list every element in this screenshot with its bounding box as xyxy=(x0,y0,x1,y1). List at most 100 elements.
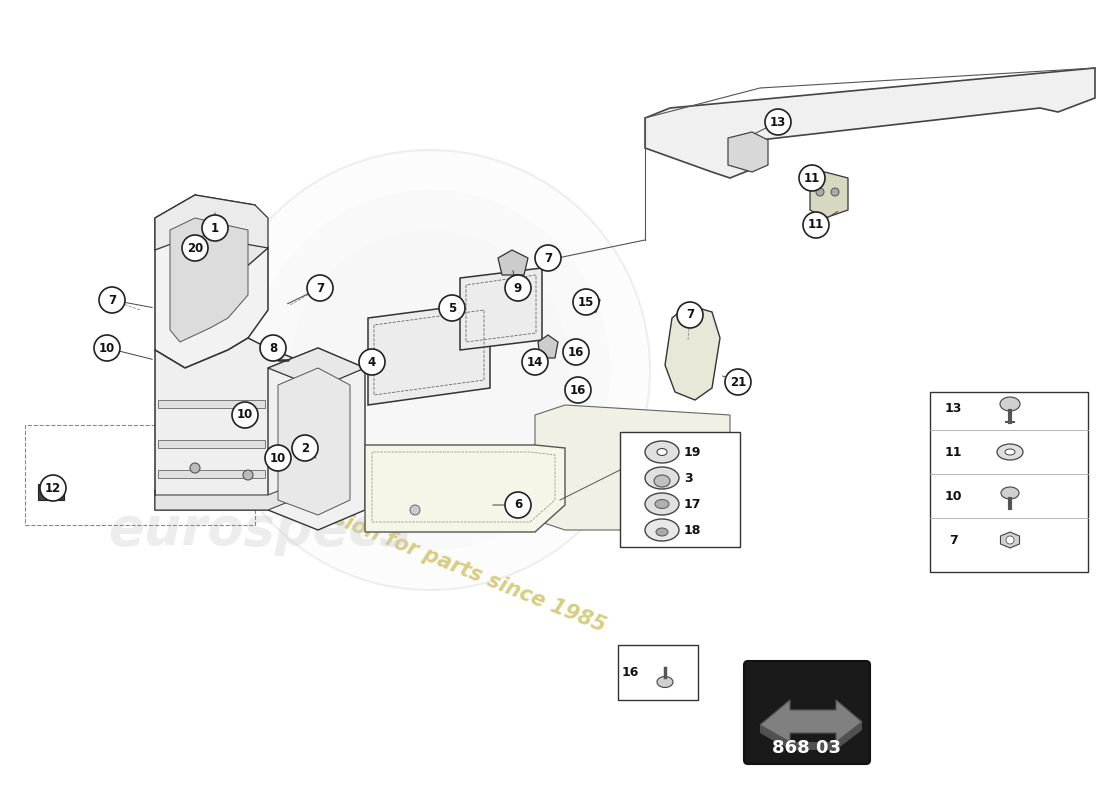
Circle shape xyxy=(250,190,611,550)
Circle shape xyxy=(307,275,333,301)
Text: 1: 1 xyxy=(211,222,219,234)
Circle shape xyxy=(190,463,200,473)
Circle shape xyxy=(522,349,548,375)
Text: 5: 5 xyxy=(448,302,456,314)
Polygon shape xyxy=(155,195,268,368)
Ellipse shape xyxy=(1005,449,1015,455)
Text: eurospecs: eurospecs xyxy=(109,504,411,556)
Text: 19: 19 xyxy=(684,446,702,458)
Text: 868 03: 868 03 xyxy=(772,739,842,757)
Polygon shape xyxy=(810,172,848,218)
Ellipse shape xyxy=(997,444,1023,460)
Circle shape xyxy=(676,302,703,328)
Circle shape xyxy=(799,165,825,191)
Text: 7: 7 xyxy=(686,309,694,322)
Ellipse shape xyxy=(645,519,679,541)
Text: 16: 16 xyxy=(621,666,639,678)
Text: 21: 21 xyxy=(730,375,746,389)
Text: 17: 17 xyxy=(684,498,702,510)
Circle shape xyxy=(764,109,791,135)
Text: 7: 7 xyxy=(948,534,957,546)
Polygon shape xyxy=(158,400,265,408)
Text: a passion for parts since 1985: a passion for parts since 1985 xyxy=(272,484,608,636)
Text: 8: 8 xyxy=(268,342,277,354)
Circle shape xyxy=(210,150,650,590)
Circle shape xyxy=(359,349,385,375)
Circle shape xyxy=(505,492,531,518)
Text: 2: 2 xyxy=(301,442,309,454)
Ellipse shape xyxy=(657,449,667,455)
Ellipse shape xyxy=(1000,397,1020,411)
Ellipse shape xyxy=(1001,487,1019,499)
Text: 14: 14 xyxy=(527,355,543,369)
Text: 10: 10 xyxy=(99,342,116,354)
Text: 4: 4 xyxy=(367,355,376,369)
Text: 11: 11 xyxy=(944,446,961,458)
Text: 13: 13 xyxy=(770,115,786,129)
Bar xyxy=(25,425,255,525)
Text: 13: 13 xyxy=(944,402,961,414)
Ellipse shape xyxy=(654,499,669,509)
Circle shape xyxy=(99,287,125,313)
Circle shape xyxy=(439,295,465,321)
Ellipse shape xyxy=(654,475,670,487)
Polygon shape xyxy=(365,445,565,532)
Ellipse shape xyxy=(645,493,679,515)
Polygon shape xyxy=(155,475,318,510)
Circle shape xyxy=(1006,536,1014,544)
Text: 11: 11 xyxy=(807,218,824,231)
Polygon shape xyxy=(155,338,318,510)
Bar xyxy=(620,432,740,547)
Polygon shape xyxy=(538,335,558,358)
Polygon shape xyxy=(645,68,1094,178)
Polygon shape xyxy=(268,348,365,388)
Circle shape xyxy=(535,245,561,271)
Polygon shape xyxy=(268,348,365,530)
Circle shape xyxy=(816,188,824,196)
Polygon shape xyxy=(278,368,350,515)
Polygon shape xyxy=(155,195,268,250)
Text: 18: 18 xyxy=(684,523,702,537)
Polygon shape xyxy=(666,305,720,400)
Circle shape xyxy=(573,289,600,315)
Bar xyxy=(930,392,1088,572)
Ellipse shape xyxy=(657,677,673,687)
Ellipse shape xyxy=(645,467,679,489)
Circle shape xyxy=(265,445,292,471)
FancyBboxPatch shape xyxy=(744,661,870,764)
Circle shape xyxy=(725,369,751,395)
Circle shape xyxy=(410,505,420,515)
Circle shape xyxy=(94,335,120,361)
Text: 6: 6 xyxy=(514,498,522,511)
Circle shape xyxy=(202,215,228,241)
Polygon shape xyxy=(760,722,862,750)
Text: 7: 7 xyxy=(543,251,552,265)
Circle shape xyxy=(803,212,829,238)
Polygon shape xyxy=(1001,532,1020,548)
Polygon shape xyxy=(535,405,730,530)
Polygon shape xyxy=(188,195,268,275)
Circle shape xyxy=(830,188,839,196)
Text: 3: 3 xyxy=(684,471,693,485)
Bar xyxy=(618,645,698,700)
Circle shape xyxy=(565,377,591,403)
Bar xyxy=(39,484,64,500)
Text: 10: 10 xyxy=(944,490,961,502)
Text: 7: 7 xyxy=(316,282,324,294)
Polygon shape xyxy=(368,302,490,405)
Circle shape xyxy=(182,235,208,261)
Circle shape xyxy=(232,402,258,428)
Text: 16: 16 xyxy=(570,383,586,397)
Polygon shape xyxy=(760,700,862,742)
Text: 10: 10 xyxy=(270,451,286,465)
Text: 15: 15 xyxy=(578,295,594,309)
Polygon shape xyxy=(498,250,528,275)
Circle shape xyxy=(260,335,286,361)
Text: 10: 10 xyxy=(236,409,253,422)
Ellipse shape xyxy=(656,528,668,536)
Polygon shape xyxy=(170,218,248,342)
Circle shape xyxy=(243,470,253,480)
Text: 12: 12 xyxy=(45,482,62,494)
Text: 16: 16 xyxy=(568,346,584,358)
Circle shape xyxy=(505,275,531,301)
